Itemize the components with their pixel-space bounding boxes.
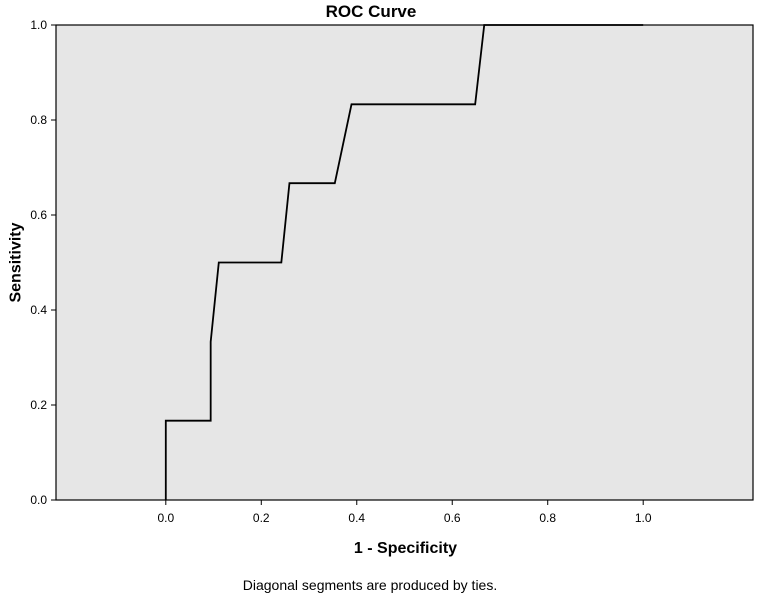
x-tick-label: 0.0 xyxy=(157,511,174,525)
x-tick-label: 0.4 xyxy=(348,511,365,525)
y-tick-label: 0.0 xyxy=(30,493,47,507)
y-tick-label: 1.0 xyxy=(30,18,47,32)
x-axis-title: 1 - Specificity xyxy=(354,540,457,557)
series-group xyxy=(164,24,644,500)
y-tick-label: 0.4 xyxy=(30,303,47,317)
y-tick-label: 0.2 xyxy=(30,398,47,412)
x-tick-label: 0.2 xyxy=(253,511,270,525)
x-axis-ticks: 0.0 0.2 0.4 0.6 0.8 1.0 xyxy=(157,500,652,525)
y-tick-label: 0.8 xyxy=(30,113,47,127)
x-tick-label: 0.6 xyxy=(444,511,461,525)
footnote: Diagonal segments are produced by ties. xyxy=(243,577,497,593)
x-tick-label: 0.8 xyxy=(539,511,556,525)
y-axis-title: Sensitivity xyxy=(8,222,25,302)
x-tick-label: 1.0 xyxy=(635,511,652,525)
plot-area xyxy=(55,24,754,501)
y-tick-label: 0.6 xyxy=(30,208,47,222)
roc-curve-line xyxy=(164,24,644,500)
chart-title: ROC Curve xyxy=(326,2,417,21)
y-axis-ticks: 0.0 0.2 0.4 0.6 0.8 1.0 xyxy=(30,18,56,507)
